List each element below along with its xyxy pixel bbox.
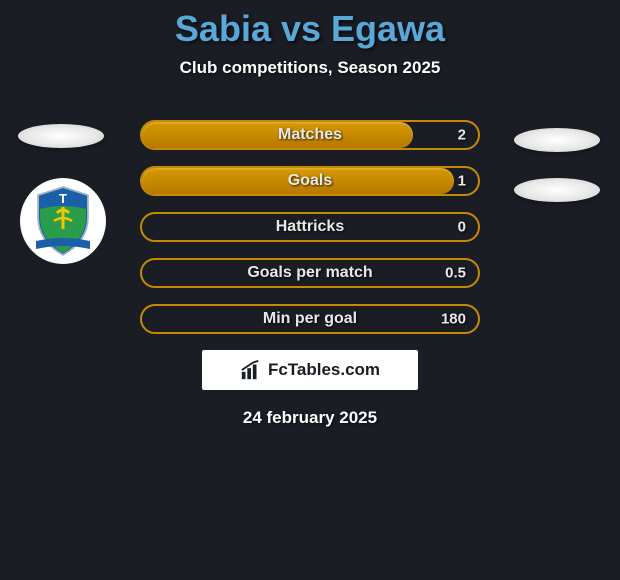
subtitle: Club competitions, Season 2025	[0, 58, 620, 78]
decorative-oval	[18, 124, 104, 148]
stat-label: Goals	[140, 172, 480, 190]
stat-row: Goals per match0.5	[140, 258, 480, 288]
stat-value: 2	[458, 127, 466, 144]
stat-label: Goals per match	[140, 264, 480, 282]
stat-label: Matches	[140, 126, 480, 144]
decorative-oval	[514, 128, 600, 152]
stat-label: Hattricks	[140, 218, 480, 236]
brand-text: FcTables.com	[268, 360, 380, 380]
branding-box: FcTables.com	[202, 350, 418, 390]
stat-row: Hattricks0	[140, 212, 480, 242]
stat-value: 0.5	[445, 265, 466, 282]
chart-icon	[240, 359, 262, 381]
svg-text:T: T	[59, 191, 67, 206]
team-badge-left: T	[20, 178, 106, 264]
stat-row: Goals1	[140, 166, 480, 196]
decorative-oval	[514, 178, 600, 202]
shield-icon: T	[32, 185, 94, 257]
page-title: Sabia vs Egawa	[0, 0, 620, 50]
stat-value: 180	[441, 311, 466, 328]
stat-label: Min per goal	[140, 310, 480, 328]
stat-row: Matches2	[140, 120, 480, 150]
stat-value: 0	[458, 219, 466, 236]
date-text: 24 february 2025	[0, 408, 620, 428]
stat-value: 1	[458, 173, 466, 190]
stat-row: Min per goal180	[140, 304, 480, 334]
